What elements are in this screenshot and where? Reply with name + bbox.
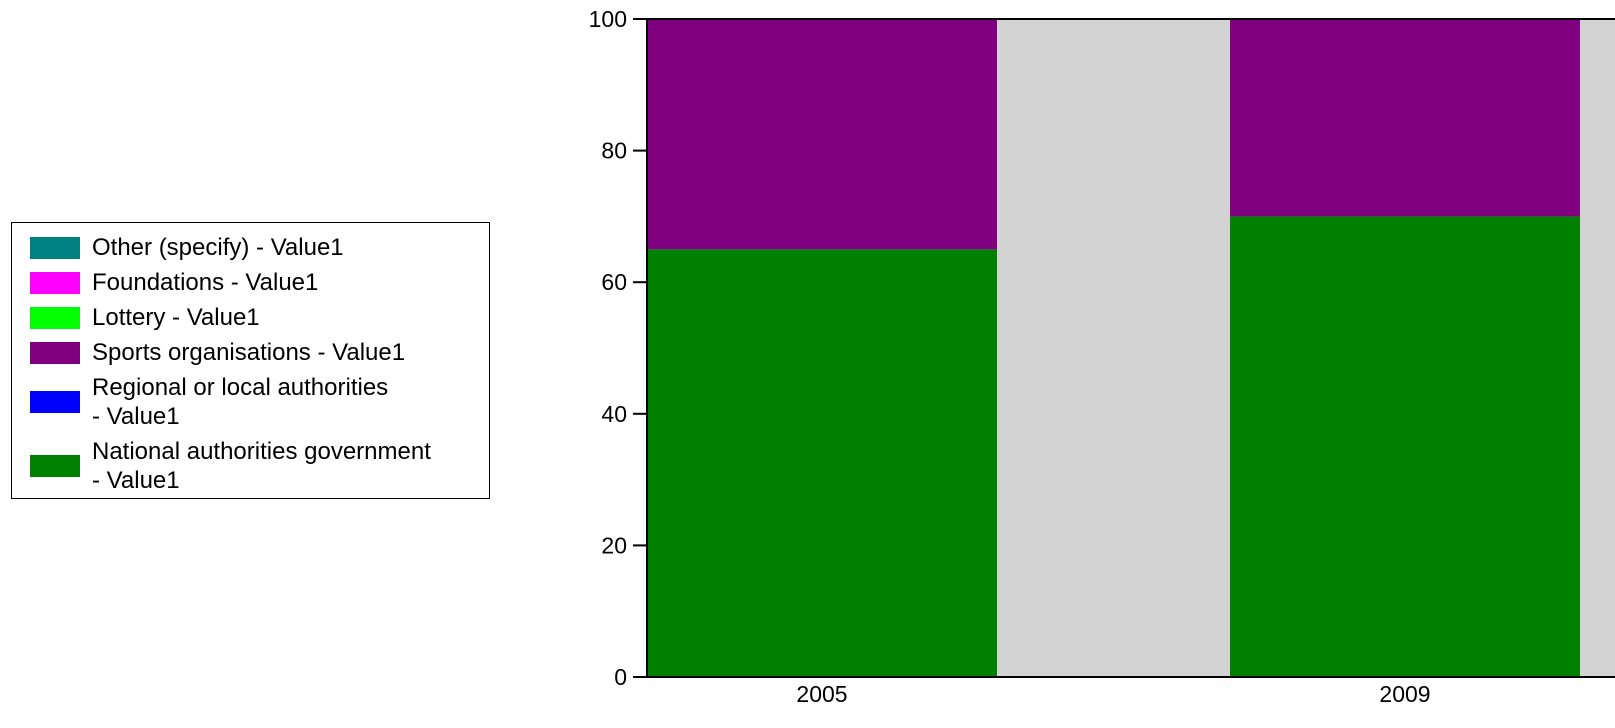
legend-item-sports-organisations: Sports organisations - Value1 [30,338,489,367]
legend-label-other: Other (specify) - Value1 [92,234,344,261]
legend-label-regional-authorities: Regional or local authorities - Value1 [92,374,389,430]
chart-legend: Other (specify) - Value1 Foundations - V… [11,222,490,499]
legend-item-other: Other (specify) - Value1 [30,233,489,262]
y-tick-label: 40 [601,401,627,427]
bar-segment-2005-series-0 [647,249,997,678]
legend-label-lottery: Lottery - Value1 [92,304,260,331]
bar-segment-2005-series-2 [647,19,997,250]
y-tick-label: 60 [601,269,627,295]
bar-group [647,19,1580,678]
y-tick-label: 100 [589,6,627,32]
legend-label-sports-organisations: Sports organisations - Value1 [92,339,406,366]
legend-swatch-other [30,237,80,259]
legend-label-national-authorities: National authorities government - Value1 [92,438,431,494]
legend-swatch-foundations [30,272,80,294]
axes: 2005 2009 0 20 40 60 80 100 [589,6,1615,707]
legend-swatch-lottery [30,307,80,329]
legend-item-lottery: Lottery - Value1 [30,303,489,332]
legend-swatch-regional-authorities [30,391,80,413]
bar-segment-2009-series-0 [1230,216,1580,677]
legend-swatch-national-authorities [30,455,80,477]
x-tick-label: 2009 [1379,681,1430,707]
legend-item-foundations: Foundations - Value1 [30,268,489,297]
x-tick-label: 2005 [796,681,847,707]
y-tick-label: 0 [614,664,627,690]
legend-item-regional-authorities: Regional or local authorities - Value1 [30,373,489,431]
bar-segment-2009-series-2 [1230,19,1580,217]
legend-item-national-authorities: National authorities government - Value1 [30,437,489,495]
legend-swatch-sports-organisations [30,342,80,364]
y-tick-label: 20 [601,532,627,558]
y-tick-label: 80 [601,138,627,164]
legend-label-foundations: Foundations - Value1 [92,269,319,296]
